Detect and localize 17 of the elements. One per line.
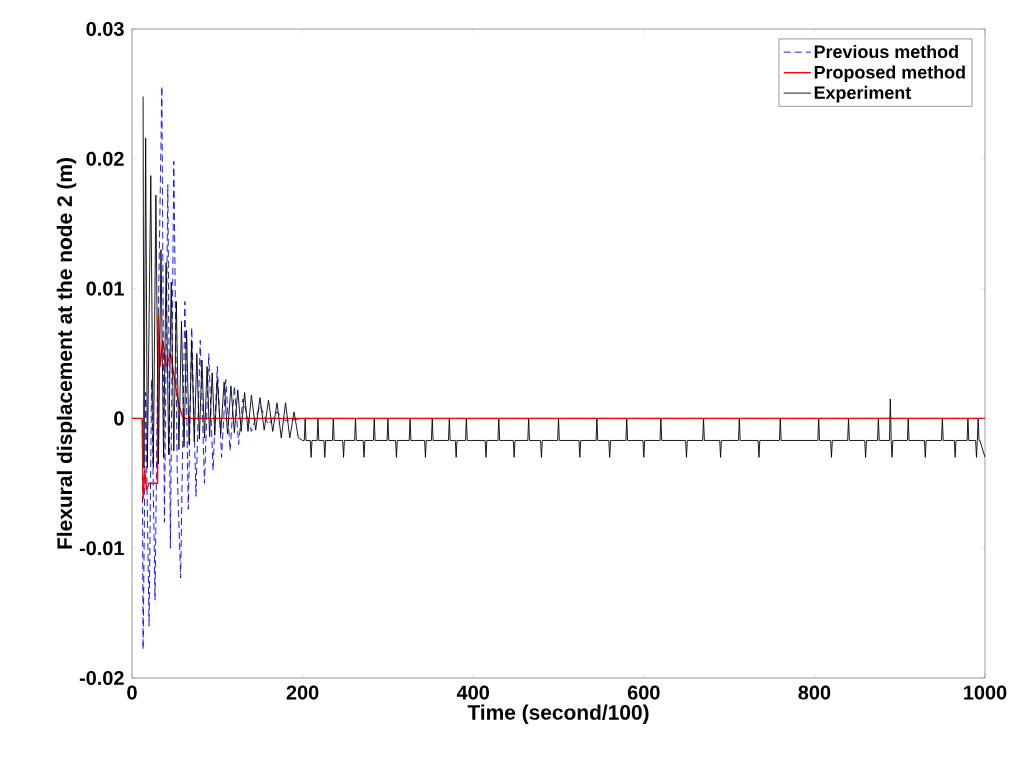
- legend-label: Previous method: [814, 44, 958, 59]
- x-tick-label: 800: [798, 685, 831, 700]
- x-tick-label: 600: [627, 685, 660, 700]
- y-tick-label: -0.02: [79, 670, 124, 686]
- y-axis-title: Flexural displacement at the node 2 (m): [56, 158, 77, 549]
- y-tick-label: 0.01: [86, 281, 124, 296]
- legend-label: Proposed method: [814, 65, 965, 83]
- x-tick-label: 400: [456, 685, 489, 700]
- x-tick-label: 1000: [964, 685, 1007, 700]
- x-tick-label: 200: [286, 685, 319, 700]
- x-tick-label: 0: [127, 685, 137, 700]
- y-tick-label: -0.01: [79, 541, 124, 556]
- y-tick-label: 0.03: [86, 21, 124, 37]
- x-axis-title: Time (second/100): [467, 704, 649, 724]
- y-tick-label: 0: [114, 411, 124, 426]
- legend-label: Experiment: [814, 85, 912, 103]
- y-tick-label: 0.02: [86, 151, 124, 166]
